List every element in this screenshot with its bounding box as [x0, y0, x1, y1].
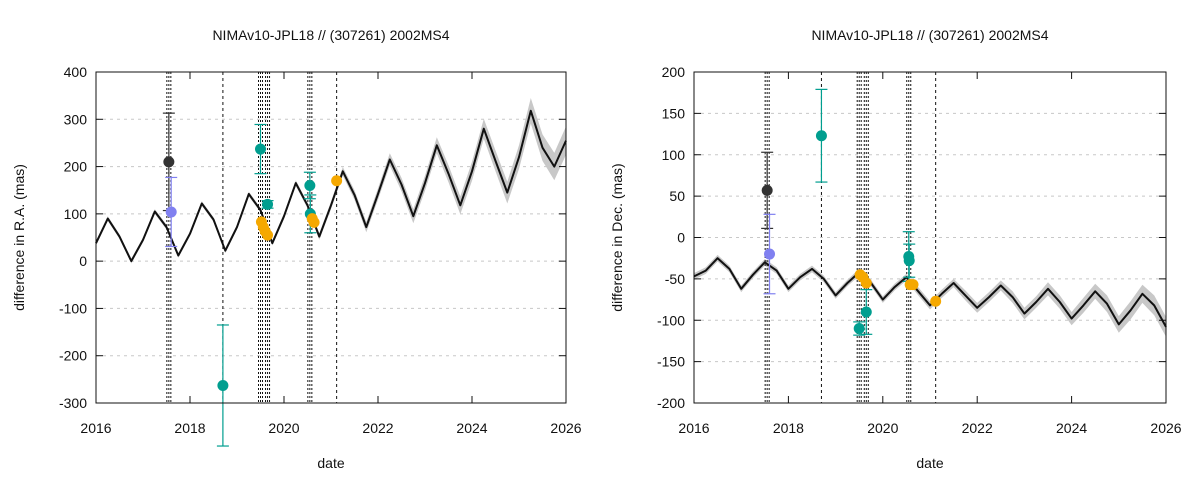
data-point [815, 130, 827, 142]
chart-title-dec: NIMAv10-JPL18 // (307261) 2002MS4 [811, 27, 1048, 43]
data-point [308, 216, 320, 228]
y-tick-label: 300 [64, 111, 88, 127]
y-tick-label: 200 [662, 64, 686, 80]
chart-title-ra: NIMAv10-JPL18 // (307261) 2002MS4 [212, 27, 449, 43]
x-axis-label-ra: date [317, 455, 344, 471]
x-tick-label: 2024 [1056, 420, 1087, 436]
y-tick-label: 400 [64, 64, 88, 80]
data-point [903, 255, 915, 267]
data-point [764, 248, 776, 260]
y-tick-label: -50 [665, 271, 685, 287]
data-point [860, 306, 872, 318]
data-point [853, 323, 865, 335]
y-tick-label: -200 [59, 348, 87, 364]
data-point [217, 380, 229, 392]
y-tick-label: 150 [662, 105, 686, 121]
x-tick-label: 2016 [80, 420, 111, 436]
y-tick-label: 0 [79, 253, 87, 269]
data-point [761, 184, 773, 196]
x-tick-label: 2026 [550, 420, 581, 436]
y-axis-label-dec: difference in Dec. (mas) [609, 163, 625, 311]
x-tick-label: 2018 [174, 420, 205, 436]
dec-panel: NIMAv10-JPL18 // (307261) 2002MS4 date d… [609, 27, 1182, 471]
y-tick-label: 0 [677, 230, 685, 246]
data-point [860, 277, 872, 289]
ra-panel: NIMAv10-JPL18 // (307261) 2002MS4 date d… [11, 27, 582, 471]
y-tick-label: -300 [59, 395, 87, 411]
data-point [165, 206, 177, 218]
data-point [255, 143, 266, 155]
x-tick-label: 2024 [456, 420, 487, 436]
plot-layer: -200 -150 -100 -50 0 50 100 150 200 2016 2018 2020 2… [657, 64, 1182, 436]
x-tick-label: 2022 [362, 420, 393, 436]
y-tick-label: -100 [59, 300, 87, 316]
x-tick-label: 2020 [867, 420, 898, 436]
data-point [304, 179, 316, 191]
y-tick-label: -100 [657, 312, 685, 328]
x-tick-label: 2018 [773, 420, 804, 436]
data-point [163, 156, 175, 168]
x-tick-label: 2022 [962, 420, 993, 436]
y-tick-label: 200 [64, 159, 88, 175]
plot-frame [95, 71, 567, 404]
y-tick-label: 100 [64, 206, 88, 222]
data-point [262, 198, 274, 210]
y-axis-label-ra: difference in R.A. (mas) [11, 164, 27, 311]
y-tick-label: 50 [669, 188, 685, 204]
model-uncertainty-band [96, 98, 566, 264]
data-point [907, 279, 919, 291]
model-uncertainty-band [694, 254, 1166, 337]
plot-layer: -300 -200 -100 0 100 200 300 400 2016 2018 2020 202… [59, 64, 582, 447]
y-tick-label: -150 [657, 354, 685, 370]
x-tick-label: 2020 [268, 420, 299, 436]
y-tick-label: 100 [662, 147, 686, 163]
data-point [262, 229, 274, 241]
model-curve [693, 257, 1167, 328]
x-axis-label-dec: date [916, 455, 943, 471]
x-tick-label: 2026 [1150, 420, 1181, 436]
y-tick-label: -200 [657, 395, 685, 411]
data-point [930, 295, 942, 307]
data-point [331, 175, 343, 187]
x-tick-label: 2016 [678, 420, 709, 436]
